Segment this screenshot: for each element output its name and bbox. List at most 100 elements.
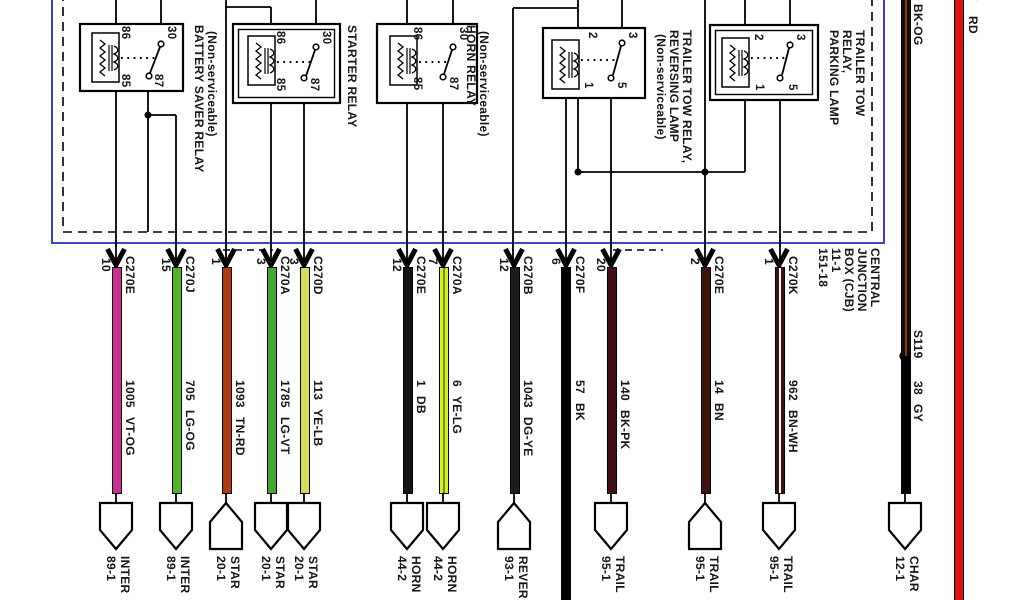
connector-name: C270A: [450, 256, 464, 295]
cjb-dashed-border: [62, 0, 873, 233]
cjb-pin: 6: [549, 258, 563, 265]
splice-s119-label: S119: [911, 330, 925, 359]
coil-icon: [247, 35, 276, 86]
cjb-pin: 3: [287, 258, 301, 265]
wire-140-bk-pk: [607, 267, 617, 494]
wire-1785-lg-vt: [267, 267, 277, 494]
pin-label: 85: [119, 74, 131, 88]
relay-switches: [145, 39, 794, 82]
dest-label: INTER: [118, 556, 132, 594]
wire-1093-tn-rd: [222, 267, 232, 494]
dest-label: TRAIL: [707, 556, 721, 593]
circuit-label: 1043DG-YE: [521, 380, 535, 457]
wire-57-bk-ground: [561, 267, 571, 600]
connector-name: C270K: [786, 256, 800, 295]
pin-label: 3: [626, 32, 638, 39]
connector-name: C270J: [183, 256, 197, 293]
junction-dots: [144, 111, 911, 362]
relay-reversing-sublabel: (Non-serviceable): [654, 34, 668, 140]
cjb-pin: 12: [497, 258, 511, 272]
relay-boxes: [78, 22, 820, 105]
pin-label: 1: [582, 82, 594, 89]
wire-705-lg-og: [172, 267, 182, 494]
wire-14-bn: [701, 267, 711, 494]
coil-icon: [551, 39, 580, 90]
wire-1005-vt-og: [112, 267, 122, 494]
relay-parking-label-3: PARKING LAMP: [827, 30, 841, 126]
dest-label: HORN: [409, 556, 423, 593]
pin-label: 85: [411, 77, 423, 91]
coil-icon: [91, 32, 120, 83]
pin-label: 86: [119, 26, 131, 40]
pin-label: 86: [411, 27, 423, 41]
dest-label: 44-2: [395, 556, 409, 582]
wire-rd: [954, 0, 964, 600]
dest-label: STAR: [228, 556, 242, 589]
pin-label: 1: [753, 84, 765, 91]
wire-6-ye-lg: [439, 267, 449, 494]
relay-starter-label: STARTER RELAY: [345, 25, 359, 128]
circuit-label: 57BK: [573, 380, 587, 421]
rd-label: RD: [966, 16, 980, 34]
gy-circuit-label: 38GY: [911, 381, 925, 422]
dest-label: INTER: [178, 556, 192, 594]
circuit-label: 962BN-WH: [786, 380, 800, 453]
dest-label: 20-1: [259, 556, 273, 582]
cjb-pin: 1: [209, 258, 223, 265]
dest-label: 95-1: [599, 556, 613, 582]
pin-label: 5: [615, 82, 627, 89]
cjb-pin: 10: [99, 258, 113, 272]
connector-name: C270E: [712, 256, 726, 295]
circuit-label: 1785LG-VT: [278, 380, 292, 455]
dest-label: TRAIL: [613, 556, 627, 593]
relay-parking-label-2: RELAY,: [840, 30, 854, 74]
pin-label: 30: [457, 27, 469, 41]
relay-reversing-label-2: REVERSING LAMP: [667, 30, 681, 143]
cjb-pin: 2: [688, 258, 702, 265]
terminator-connectors: [98, 501, 923, 551]
cjb-label-line2: JUNCTION: [855, 248, 869, 312]
pin-label: 2: [586, 32, 598, 39]
circuit-label: 113YE-LB: [311, 380, 325, 447]
circuit-label: 140BK-PK: [618, 380, 632, 450]
pin-label: 5: [786, 84, 798, 91]
wire-1-db: [403, 267, 413, 494]
circuit-label: 14BN: [712, 380, 726, 421]
circuit-label: 705LG-OG: [183, 380, 197, 451]
connector-arrows: [105, 247, 790, 271]
pin-label: 85: [274, 78, 286, 92]
dest-label: STAR: [273, 556, 287, 589]
pin-label: 87: [308, 78, 320, 92]
connector-name: C270F: [573, 256, 587, 294]
dest-label: 20-1: [214, 556, 228, 582]
connector-name: C270A: [278, 256, 292, 295]
cjb-blue-border: [51, 0, 885, 244]
cjb-pin: 12: [390, 258, 404, 272]
pin-label: 87: [152, 74, 164, 88]
dest-label: 20-1: [292, 556, 306, 582]
dest-label: 95-1: [693, 556, 707, 582]
cjb-label-line4: 11-1: [829, 248, 843, 273]
dest-label: 89-1: [104, 556, 118, 582]
wire-38-gy: [901, 356, 911, 494]
connector-name: C270B: [521, 256, 535, 295]
dest-label: 12-1: [893, 556, 907, 582]
connector-name: C270E: [123, 256, 137, 295]
wire-113-ye-lb: [300, 267, 310, 494]
pin-label: 2: [752, 34, 764, 41]
wire-bk-og: [901, 0, 911, 358]
cjb-label-line3: BOX (CJB): [842, 248, 856, 313]
circuit-label: 1DB: [414, 380, 428, 414]
relay-parking-label-1: TRAILER TOW: [853, 30, 867, 117]
dest-label: REVER: [516, 556, 530, 599]
wire-1043-dg-ye: [510, 267, 520, 494]
dest-label: 89-1: [164, 556, 178, 582]
cjb-label-line1: CENTRAL: [868, 248, 882, 308]
connector-name: C270D: [311, 256, 325, 295]
connector-name: C270E: [414, 256, 428, 295]
circuit-label: 6YE-LG: [450, 380, 464, 435]
relay-battery-saver-sublabel: (Non-serviceable): [205, 31, 219, 137]
rd-number-label: 7: [966, 0, 980, 1]
